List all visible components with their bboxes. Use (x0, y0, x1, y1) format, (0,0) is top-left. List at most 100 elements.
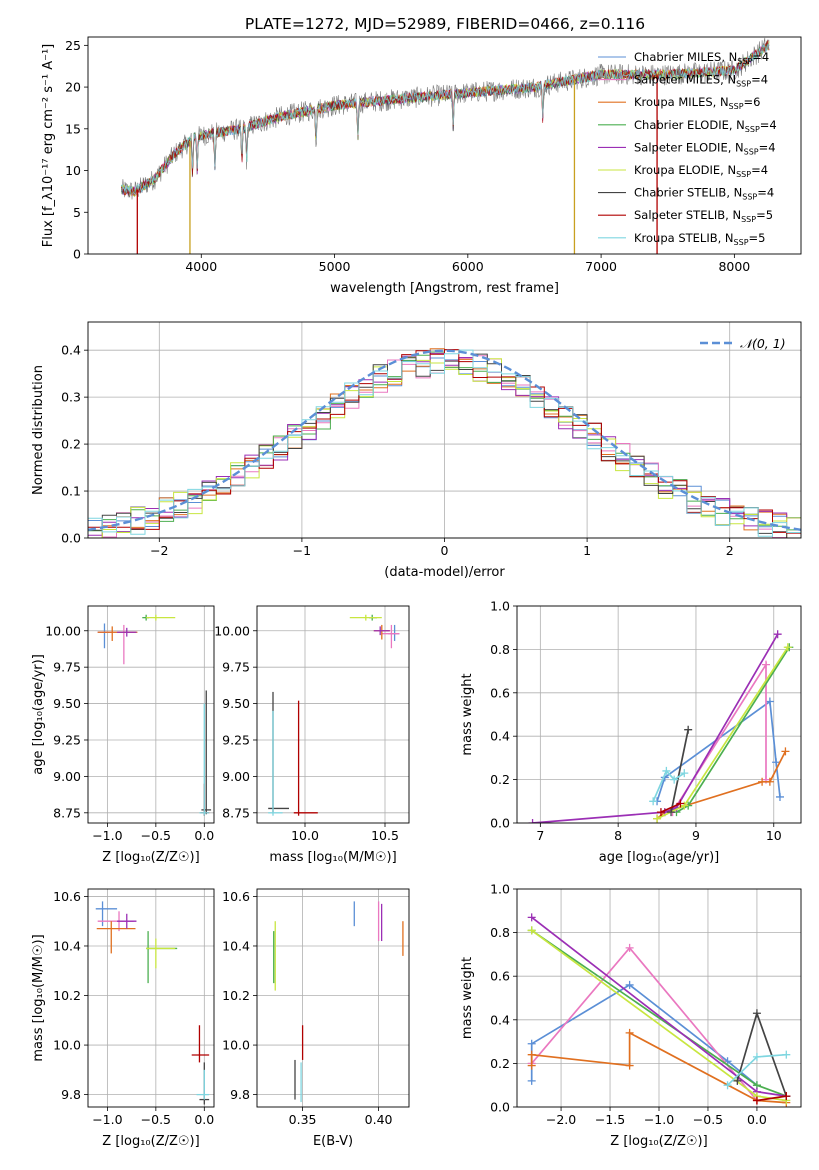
y-tick-label: 0.4 (61, 343, 81, 358)
y-tick-label: 0 (73, 247, 81, 262)
weight-marker (653, 814, 662, 823)
x-tick-label: −0.5 (141, 828, 171, 843)
axes-frame (87, 321, 802, 539)
y-tick-label: 10 (65, 163, 81, 178)
y-tick-label: 0.3 (61, 390, 81, 405)
y-tick-label: 10.4 (53, 938, 81, 953)
x-axis-label: wavelength [Angstrom, rest frame] (330, 281, 559, 296)
weight-line-chabrier_miles (656, 699, 781, 802)
weight-marker (527, 1061, 536, 1070)
legend-entry: Salpeter STELIB, NSSP=5 (634, 208, 773, 224)
x-axis-label: Z [log₁₀(Z/Z☉)] (610, 1134, 707, 1149)
y-tick-label: 0.2 (490, 772, 510, 787)
weight-marker (528, 819, 537, 823)
y-axis-label: Normed distribution (31, 365, 46, 495)
spectrum-model-kroupa_stelib (121, 43, 770, 196)
weight-line-chabrier_stelib (670, 729, 690, 813)
weight-marker (783, 643, 792, 652)
plot-area (528, 630, 794, 823)
x-tick-label: −1.5 (595, 1112, 625, 1127)
legend-entry: Chabrier MILES, NSSP=4 (634, 50, 769, 66)
x-axis-label: Z [log₁₀(Z/Z☉)] (102, 1134, 199, 1149)
y-tick-label: 9.00 (53, 769, 81, 784)
weight-line-kroupa_stelib (652, 769, 685, 802)
weight-line-chabrier_miles (530, 983, 758, 1086)
x-tick-label: 7 (536, 828, 544, 843)
x-tick-label: 0 (441, 543, 449, 558)
legend-entry: Salpeter MILES, NSSP=4 (634, 73, 768, 89)
figure-title: PLATE=1272, MJD=52989, FIBERID=0466, z=0… (245, 15, 645, 33)
weight-marker (765, 697, 774, 706)
x-tick-label: 9 (692, 828, 700, 843)
y-tick-label: 9.50 (222, 696, 250, 711)
y-tick-label: 10.4 (222, 938, 250, 953)
panel-age_vs_Z: −1.0 −0.5 0.0 8.75 9.00 9.25 9.50 9.75 10.00 Z [l… (31, 605, 215, 865)
grid-lines (88, 889, 214, 1107)
weight-marker (758, 777, 767, 786)
y-tick-label: 10.2 (53, 988, 81, 1003)
y-axis-label: mass weight (460, 957, 475, 1039)
axes-frame (256, 888, 410, 1108)
y-axis-label: mass [log₁₀(M/M☉)] (31, 934, 46, 1061)
legend-entry: Salpeter ELODIE, NSSP=4 (634, 140, 776, 156)
weight-marker (684, 725, 693, 734)
plot-area (120, 37, 770, 254)
axes-frame (87, 888, 215, 1108)
weight-line-salpeter_stelib (660, 802, 681, 813)
weight-marker (781, 747, 790, 756)
axes-frame (87, 36, 802, 255)
x-tick-label: 7000 (585, 259, 617, 274)
weight-marker (680, 769, 689, 778)
y-tick-label: 10.6 (222, 889, 250, 904)
weight-marker (649, 797, 658, 806)
weight-marker (782, 1092, 791, 1101)
y-axis-label: mass weight (460, 673, 475, 755)
y-tick-label: 9.50 (53, 696, 81, 711)
x-tick-label: 0.40 (365, 1112, 393, 1127)
weight-marker (761, 660, 770, 669)
weight-line-salpeter_stelib (756, 1095, 787, 1102)
x-tick-label: −1.0 (92, 1112, 122, 1127)
grid-lines (517, 888, 801, 1108)
y-tick-label: 8.75 (53, 805, 81, 820)
x-tick-label: 0.35 (289, 1112, 317, 1127)
legend-entry: Kroupa MILES, NSSP=6 (634, 95, 760, 111)
legend-entry: Chabrier STELIB, NSSP=4 (634, 186, 774, 202)
weight-marker (527, 913, 536, 922)
weight-marker (752, 1096, 761, 1105)
y-tick-label: 10.00 (45, 623, 81, 638)
grid-lines (257, 606, 409, 823)
y-tick-label: 0.8 (490, 925, 510, 940)
weight-marker (527, 926, 536, 935)
weight-marker (527, 1076, 536, 1085)
y-tick-label: 5 (73, 205, 81, 220)
y-tick-label: 9.25 (222, 732, 250, 747)
y-tick-label: 9.75 (222, 660, 250, 675)
x-tick-label: 2 (726, 543, 734, 558)
axes-frame (516, 888, 802, 1108)
panel-mass_vs_Z: −1.0 −0.5 0.0 9.8 10.0 10.2 10.4 10.6 Z [log₁₀(Z… (31, 888, 215, 1149)
y-axis-label: age [log₁₀(age/yr)] (31, 654, 46, 775)
axes-frame (87, 605, 215, 824)
legend: Chabrier MILES, NSSP=4 Salpeter MILES, NS… (598, 50, 777, 247)
weight-marker (527, 1050, 536, 1059)
x-tick-label: −0.5 (141, 1112, 171, 1127)
weight-marker (752, 1009, 761, 1018)
y-tick-label: 0.4 (490, 729, 510, 744)
weight-line-salpeter_miles (531, 946, 758, 1102)
x-tick-label: 5000 (319, 259, 351, 274)
y-tick-label: 9.25 (53, 732, 81, 747)
y-tick-label: 0.6 (490, 969, 510, 984)
panel-residual_hist: −2 −1 0 1 2 0.0 0.1 0.2 0.3 0.4 (data-model)/error… (31, 321, 802, 580)
x-axis-label: E(B-V) (313, 1134, 353, 1149)
x-axis-label: Z [log₁₀(Z/Z☉)] (102, 850, 199, 865)
y-tick-label: 0.4 (490, 1012, 510, 1027)
x-tick-label: 10.5 (371, 828, 399, 843)
grid-lines (88, 606, 214, 823)
y-tick-label: 0.0 (61, 531, 81, 546)
plot-area (527, 913, 791, 1107)
legend-entry: Chabrier ELODIE, NSSP=4 (634, 118, 777, 134)
y-tick-label: 0.2 (61, 437, 81, 452)
y-tick-label: 15 (65, 121, 81, 136)
axes-frame (516, 605, 802, 824)
